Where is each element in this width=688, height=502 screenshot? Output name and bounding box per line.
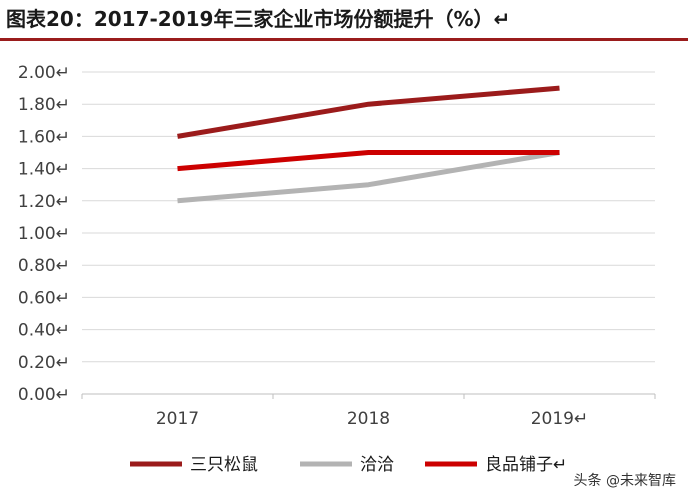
title-divider	[0, 38, 688, 41]
series-line-2	[177, 150, 560, 204]
chart-title: 图表20：2017-2019年三家企业市场份额提升（%）↵	[6, 7, 511, 31]
x-tick-label: 2019↵	[531, 409, 589, 429]
y-tick-label: 0.80↵	[18, 256, 70, 276]
series-line-3	[177, 150, 560, 172]
y-tick-label: 2.00↵	[18, 63, 70, 83]
y-tick-label: 1.20↵	[18, 192, 70, 212]
y-tick-label: 0.40↵	[18, 321, 70, 341]
y-tick-label: 0.00↵	[18, 385, 70, 405]
watermark: 头条 @未来智库	[573, 473, 676, 489]
x-tick-label: 2018	[347, 409, 390, 429]
y-tick-label: 1.00↵	[18, 224, 70, 244]
y-tick-label: 1.60↵	[18, 127, 70, 147]
y-tick-label: 0.20↵	[18, 353, 70, 373]
legend-label-2: 洽洽	[360, 455, 394, 475]
legend-label-3: 良品铺子↵	[485, 455, 567, 475]
y-tick-label: 1.40↵	[18, 160, 70, 180]
y-tick-label: 0.60↵	[18, 288, 70, 308]
legend-label-1: 三只松鼠	[190, 455, 258, 475]
x-tick-label: 2017	[156, 409, 199, 429]
y-tick-label: 1.80↵	[18, 95, 70, 115]
series-line-1	[177, 85, 560, 139]
